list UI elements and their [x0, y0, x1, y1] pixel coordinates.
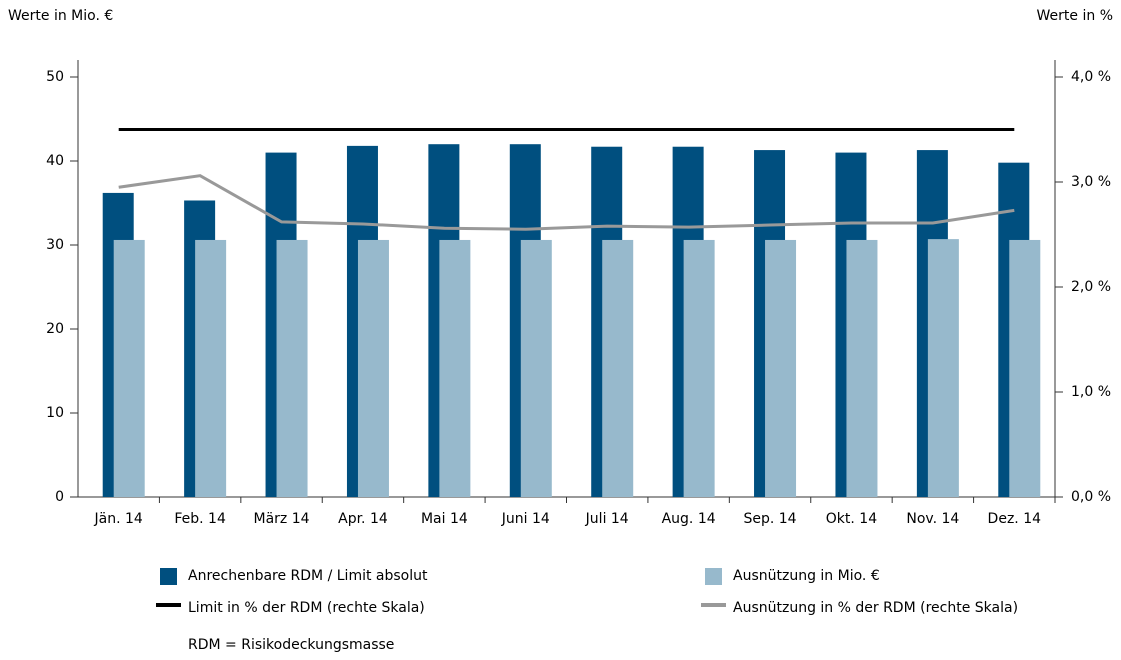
- x-tick-label: Mai 14: [421, 511, 468, 527]
- note: RDM = Risikodeckungsmasse: [188, 637, 394, 653]
- y-tick-label: 20: [46, 321, 64, 337]
- bar: [439, 239, 471, 497]
- line: [118, 174, 1015, 231]
- bar: [765, 239, 797, 497]
- x-tick-label: Sep. 14: [743, 511, 796, 527]
- x-tick-label: Dez. 14: [988, 511, 1042, 527]
- bar: [195, 239, 227, 497]
- bar: [1009, 239, 1041, 497]
- y-tick-label: 10: [46, 405, 64, 421]
- y2-tick-label: 1,0 %: [1071, 384, 1111, 400]
- bar: [846, 239, 878, 497]
- x-tick-label: März 14: [254, 511, 310, 527]
- legend-label: Anrechenbare RDM / Limit absolut: [188, 568, 428, 584]
- y-tick-label: 30: [46, 237, 64, 253]
- y2-tick-label: 3,0 %: [1071, 174, 1111, 190]
- bar: [602, 239, 634, 497]
- bar: [113, 239, 145, 497]
- x-tick-label: Nov. 14: [906, 511, 959, 527]
- y-tick-label: 0: [55, 489, 64, 505]
- bar: [357, 239, 389, 497]
- bar: [683, 239, 715, 497]
- x-tick-label: Juni 14: [501, 511, 550, 527]
- y-tick-label: 50: [46, 69, 64, 85]
- legend-label: Ausnützung in % der RDM (rechte Skala): [733, 600, 1018, 616]
- y2-tick-label: 2,0 %: [1071, 279, 1111, 295]
- legend-label: Limit in % der RDM (rechte Skala): [188, 600, 425, 616]
- legend-label: Ausnützung in Mio. €: [733, 568, 880, 584]
- legend-swatch: [705, 568, 722, 585]
- y2-tick-label: 0,0 %: [1071, 489, 1111, 505]
- legend-swatch: [160, 568, 177, 585]
- x-tick-label: Aug. 14: [662, 511, 716, 527]
- x-tick-label: Feb. 14: [174, 511, 226, 527]
- bar: [520, 239, 552, 497]
- bar: [927, 239, 959, 497]
- y2-axis-title: Werte in %: [1037, 8, 1113, 24]
- x-tick-label: Okt. 14: [826, 511, 877, 527]
- y-tick-label: 40: [46, 153, 64, 169]
- x-tick-label: Jän. 14: [94, 511, 143, 527]
- y-axis-title: Werte in Mio. €: [8, 8, 113, 24]
- x-tick-label: Apr. 14: [338, 511, 388, 527]
- x-tick-label: Juli 14: [585, 511, 629, 527]
- bar: [276, 239, 308, 497]
- y2-tick-label: 4,0 %: [1071, 69, 1111, 85]
